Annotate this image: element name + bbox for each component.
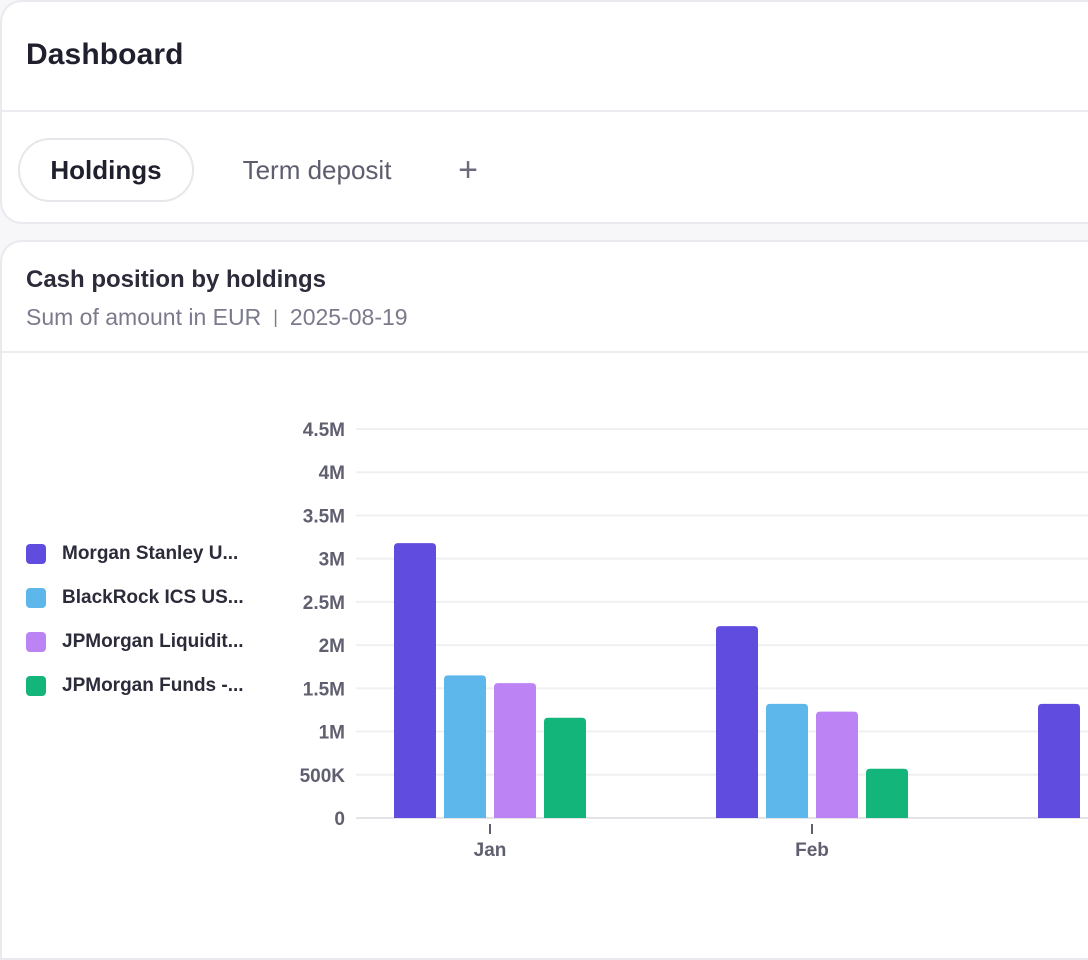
- legend-item[interactable]: BlackRock ICS US...: [26, 587, 244, 609]
- legend-item[interactable]: JPMorgan Liquidit...: [26, 631, 244, 653]
- bar-chart: 0 500K 1M 1.5M 2M 2.5M 3M 3.5M 4M 4.5M Jan Feb: [300, 420, 1088, 861]
- y-tick-label: 2.5M: [303, 593, 345, 614]
- chart-divider: [2, 351, 1088, 353]
- legend-label: JPMorgan Funds -...: [62, 675, 244, 696]
- x-tick-label: Jan: [474, 840, 507, 861]
- bar: [716, 626, 758, 818]
- chart-title: Cash position by holdings: [26, 266, 326, 293]
- chart-legend: Morgan Stanley U... BlackRock ICS US... …: [26, 543, 244, 719]
- bar: [494, 683, 536, 818]
- bar: [866, 768, 908, 818]
- x-tick-label: Feb: [795, 840, 829, 861]
- y-tick-label: 3.5M: [303, 506, 345, 527]
- y-tick-label: 4.5M: [303, 420, 345, 441]
- y-tick-label: 4M: [319, 463, 345, 484]
- legend-label: Morgan Stanley U...: [62, 543, 239, 564]
- bar: [544, 717, 586, 818]
- add-tab-button[interactable]: +: [448, 150, 488, 190]
- bar: [766, 703, 808, 818]
- y-tick-label: 1.5M: [303, 679, 345, 700]
- legend-swatch: [26, 676, 46, 696]
- y-tick-label: 2M: [319, 636, 345, 657]
- dashboard-header-card: Dashboard Holdings Term deposit +: [0, 0, 1088, 224]
- y-tick-label: 0: [334, 809, 345, 830]
- y-tick-label: 500K: [300, 766, 346, 787]
- tab-holdings[interactable]: Holdings: [18, 138, 194, 202]
- plus-icon: +: [458, 150, 478, 189]
- cash-position-chart-card: Cash position by holdings Sum of amount …: [0, 240, 1088, 960]
- subtitle-metric: Sum of amount in EUR: [26, 304, 262, 330]
- bar: [394, 543, 436, 818]
- legend-item[interactable]: JPMorgan Funds -...: [26, 675, 244, 697]
- page-title: Dashboard: [26, 38, 184, 71]
- header-divider: [2, 110, 1088, 112]
- legend-swatch: [26, 588, 46, 608]
- legend-label: JPMorgan Liquidit...: [62, 631, 244, 652]
- legend-swatch: [26, 632, 46, 652]
- tab-term-deposit[interactable]: Term deposit: [242, 154, 392, 185]
- bar: [1038, 703, 1080, 818]
- y-tick-label: 3M: [319, 550, 345, 571]
- bar: [444, 675, 486, 818]
- subtitle-separator: |: [273, 307, 278, 327]
- subtitle-date: 2025-08-19: [289, 304, 408, 330]
- legend-item[interactable]: Morgan Stanley U...: [26, 543, 244, 565]
- legend-label: BlackRock ICS US...: [62, 587, 244, 608]
- legend-swatch: [26, 544, 46, 564]
- bar: [816, 711, 858, 818]
- y-tick-label: 1M: [319, 723, 345, 744]
- chart-subtitle: Sum of amount in EUR | 2025-08-19: [26, 304, 408, 331]
